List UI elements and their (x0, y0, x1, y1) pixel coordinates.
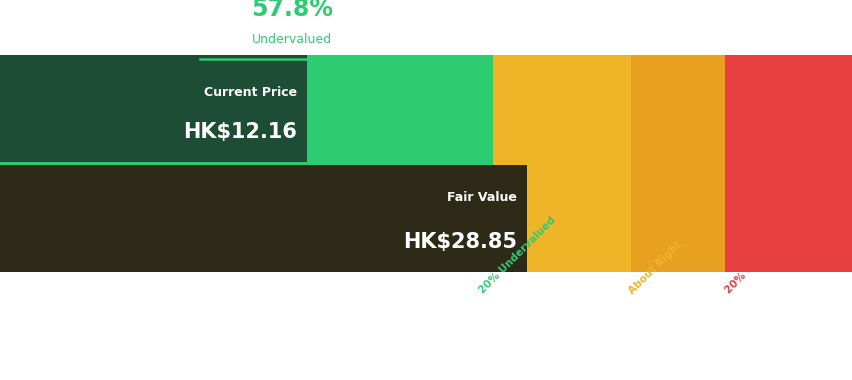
Text: HK$28.85: HK$28.85 (402, 232, 516, 252)
Bar (0, 55, 492, 272)
Text: Fair Value: Fair Value (446, 191, 516, 204)
Bar (630, 55, 724, 272)
Text: 20% Undervalued: 20% Undervalued (477, 215, 557, 296)
Text: Undervalued: Undervalued (251, 33, 331, 46)
Bar (0, 165, 527, 272)
Text: 57.8%: 57.8% (251, 0, 333, 22)
Text: Current Price: Current Price (204, 86, 296, 99)
Bar (724, 55, 852, 272)
Text: About Right: About Right (626, 239, 683, 296)
Text: HK$12.16: HK$12.16 (183, 122, 296, 142)
Text: 20% Overvalued: 20% Overvalued (722, 221, 797, 296)
Bar (492, 55, 630, 272)
Bar (0, 55, 307, 162)
